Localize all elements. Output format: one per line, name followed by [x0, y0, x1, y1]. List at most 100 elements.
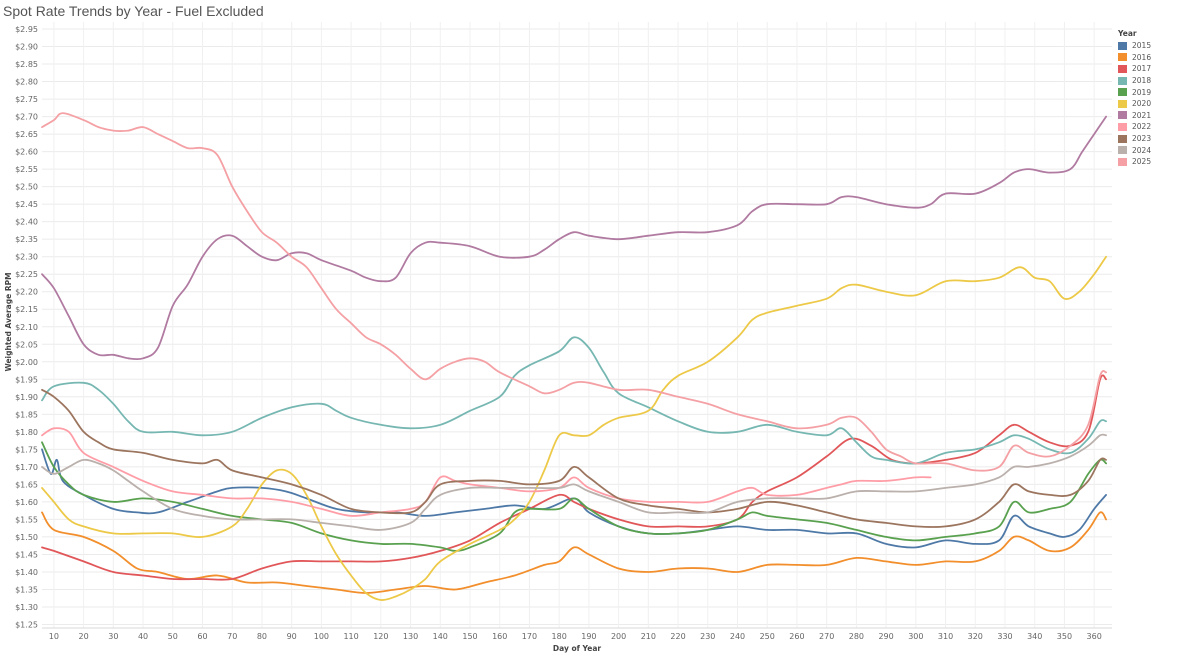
y-tick-label: $2.45	[15, 200, 38, 209]
series-line-2017	[41, 374, 1107, 581]
legend-item-2025[interactable]: 2025	[1118, 156, 1151, 168]
x-tick-label: 10	[49, 632, 59, 641]
y-tick-label: $1.25	[15, 620, 38, 629]
legend-label: 2015	[1132, 41, 1152, 51]
legend-swatch	[1118, 64, 1127, 73]
legend-label: 2016	[1132, 52, 1152, 62]
legend-item-2018[interactable]: 2018	[1118, 75, 1151, 87]
y-tick-label: $2.15	[15, 305, 38, 314]
y-tick-label: $1.35	[15, 585, 38, 594]
y-tick-label: $2.70	[15, 113, 38, 122]
legend-item-2019[interactable]: 2019	[1118, 86, 1151, 98]
y-tick-label: $2.85	[15, 60, 38, 69]
x-axis-ticks: 10 20 30 40 50 60 70 80 90 100 110 120 130 140 150 160 1…	[49, 632, 1102, 641]
y-tick-label: $2.60	[15, 148, 38, 157]
series-line-2019	[41, 441, 1107, 552]
x-tick-label: 350	[1057, 632, 1072, 641]
legend-item-2024[interactable]: 2024	[1118, 144, 1151, 156]
x-tick-label: 140	[433, 632, 448, 641]
legend-label: 2025	[1132, 157, 1152, 167]
legend-item-2023[interactable]: 2023	[1118, 133, 1151, 145]
x-tick-label: 60	[197, 632, 207, 641]
x-tick-label: 220	[670, 632, 685, 641]
legend-label: 2024	[1132, 145, 1152, 155]
legend-label: 2022	[1132, 122, 1152, 132]
x-tick-label: 120	[373, 632, 388, 641]
y-tick-label: $1.80	[15, 428, 38, 437]
y-tick-label: $2.25	[15, 270, 38, 279]
x-tick-label: 310	[938, 632, 953, 641]
x-tick-label: 110	[343, 632, 358, 641]
x-tick-label: 100	[314, 632, 329, 641]
legend-label: 2017	[1132, 64, 1152, 74]
legend-swatch	[1118, 99, 1127, 108]
legend-item-2017[interactable]: 2017	[1118, 63, 1151, 75]
x-tick-label: 40	[138, 632, 148, 641]
legend-item-2016[interactable]: 2016	[1118, 52, 1151, 64]
x-tick-label: 160	[492, 632, 507, 641]
legend-swatch	[1118, 76, 1127, 85]
legend-items: 2015 2016 2017 2018 2019 2020 2021 2022 2023 2024…	[1118, 40, 1151, 168]
x-tick-label: 340	[1027, 632, 1042, 641]
legend-swatch	[1118, 53, 1127, 62]
legend-swatch	[1118, 122, 1127, 131]
x-tick-label: 250	[760, 632, 775, 641]
y-axis-ticks: $1.25 $1.30 $1.35 $1.40 $1.45 $1.50 $1.55 $1.60…	[15, 25, 38, 629]
y-tick-label: $2.00	[15, 358, 38, 367]
chart-title: Spot Rate Trends by Year - Fuel Excluded	[3, 3, 264, 19]
legend-item-2021[interactable]: 2021	[1118, 110, 1151, 122]
y-tick-label: $1.45	[15, 550, 38, 559]
x-tick-label: 80	[257, 632, 267, 641]
legend-item-2022[interactable]: 2022	[1118, 121, 1151, 133]
legend-swatch	[1118, 111, 1127, 120]
y-tick-label: $2.75	[15, 95, 38, 104]
legend-swatch	[1118, 88, 1127, 97]
legend-swatch	[1118, 41, 1127, 50]
legend-item-2015[interactable]: 2015	[1118, 40, 1151, 52]
y-tick-label: $2.50	[15, 183, 38, 192]
y-axis-title: Weighted Average RPM	[4, 272, 13, 371]
series-line-2016	[41, 511, 1107, 594]
x-tick-label: 90	[287, 632, 297, 641]
x-tick-label: 150	[462, 632, 477, 641]
y-tick-label: $2.35	[15, 235, 38, 244]
y-tick-label: $1.40	[15, 568, 38, 577]
y-tick-label: $1.85	[15, 410, 38, 419]
series-line-2025	[41, 112, 1107, 472]
y-tick-label: $2.95	[15, 25, 38, 34]
x-tick-label: 130	[403, 632, 418, 641]
x-tick-label: 210	[641, 632, 656, 641]
series-lines	[41, 112, 1107, 601]
y-tick-label: $1.55	[15, 515, 38, 524]
series-line-2020	[41, 255, 1107, 601]
series-line-2022	[41, 427, 932, 517]
x-tick-label: 330	[997, 632, 1012, 641]
y-tick-label: $1.60	[15, 498, 38, 507]
x-tick-label: 280	[849, 632, 864, 641]
legend-title: Year	[1118, 29, 1137, 38]
x-tick-label: 190	[581, 632, 596, 641]
y-tick-label: $2.30	[15, 253, 38, 262]
y-tick-label: $2.90	[15, 43, 38, 52]
legend-swatch	[1118, 157, 1127, 166]
y-tick-label: $2.20	[15, 288, 38, 297]
x-tick-label: 200	[611, 632, 626, 641]
y-tick-label: $2.05	[15, 340, 38, 349]
x-tick-label: 290	[878, 632, 893, 641]
y-tick-label: $1.65	[15, 480, 38, 489]
x-tick-label: 170	[522, 632, 537, 641]
y-tick-label: $1.90	[15, 393, 38, 402]
series-line-2018	[41, 336, 1107, 465]
x-tick-label: 20	[79, 632, 89, 641]
legend-item-2020[interactable]: 2020	[1118, 98, 1151, 110]
series-line-2023	[41, 388, 1107, 528]
x-tick-label: 240	[730, 632, 745, 641]
y-tick-label: $1.50	[15, 533, 38, 542]
x-tick-label: 270	[819, 632, 834, 641]
x-tick-label: 180	[552, 632, 567, 641]
legend-swatch	[1118, 146, 1127, 155]
legend-label: 2023	[1132, 134, 1152, 144]
y-tick-label: $2.10	[15, 323, 38, 332]
legend-label: 2019	[1132, 87, 1152, 97]
